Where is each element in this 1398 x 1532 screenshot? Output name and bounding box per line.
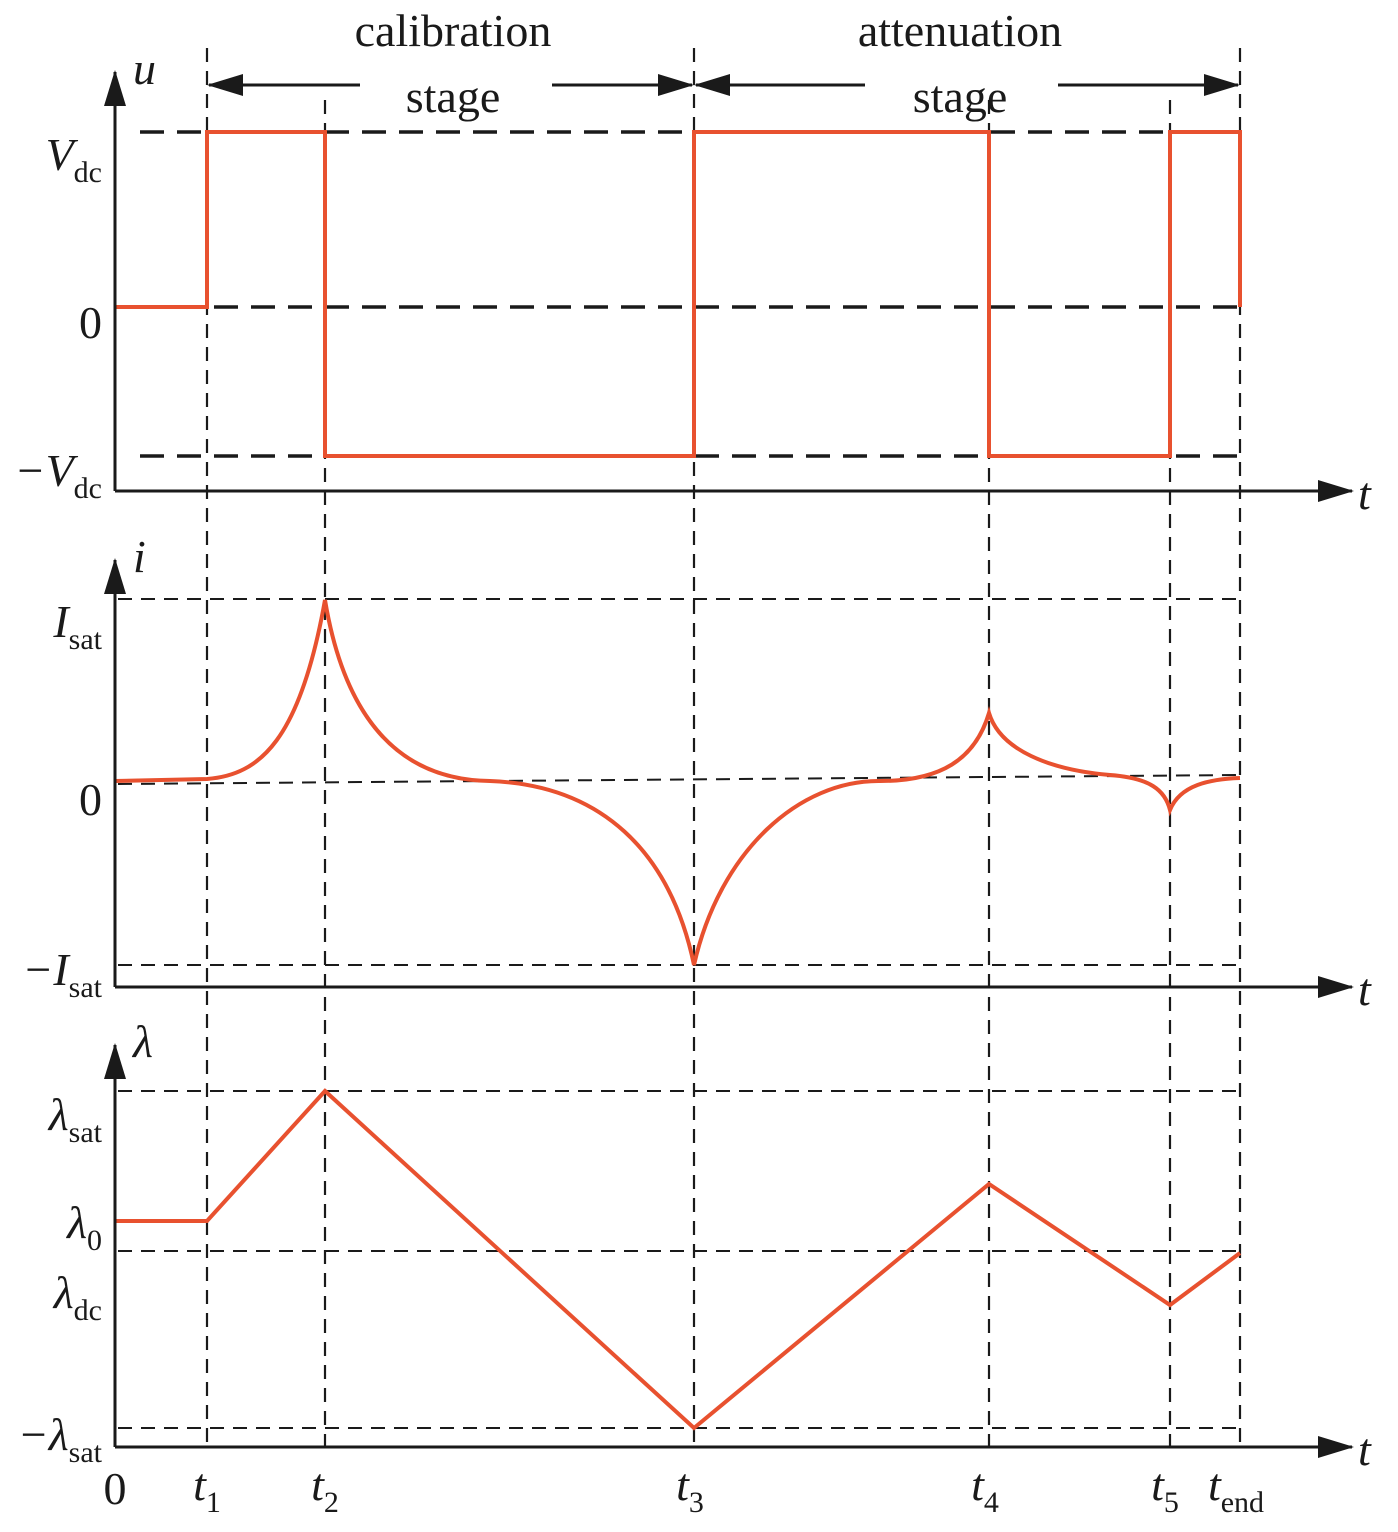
level-label: λ0 bbox=[65, 1197, 102, 1257]
x-axis-label: t bbox=[1358, 964, 1372, 1015]
symbol: −V bbox=[15, 445, 79, 496]
x-axis-label: t bbox=[1358, 468, 1372, 519]
subscript: end bbox=[1221, 1486, 1264, 1519]
subscript: 5 bbox=[1164, 1486, 1179, 1519]
time-label: t2 bbox=[311, 1459, 339, 1519]
subscript: sat bbox=[69, 623, 103, 656]
voltage-panel bbox=[115, 130, 1242, 458]
y-axis-label: λ bbox=[131, 1016, 153, 1067]
subscript: sat bbox=[69, 1436, 103, 1469]
symbol: −λ bbox=[18, 1409, 69, 1460]
level-label: −λsat bbox=[18, 1409, 103, 1469]
subscript: sat bbox=[69, 1116, 103, 1149]
subscript: 1 bbox=[206, 1486, 221, 1519]
symbol: λ bbox=[65, 1197, 87, 1248]
symbol: t bbox=[1151, 1459, 1165, 1510]
level-label: Isat bbox=[52, 596, 102, 656]
symbol: −I bbox=[22, 944, 71, 995]
time-label: tend bbox=[1208, 1459, 1264, 1519]
y-axis-label: i bbox=[133, 531, 146, 582]
symbol: λ bbox=[47, 1089, 69, 1140]
subscript: 0 bbox=[87, 1224, 102, 1257]
subscript: 2 bbox=[324, 1486, 339, 1519]
stage-title: stage bbox=[913, 71, 1008, 122]
level-label: −Vdc bbox=[15, 445, 102, 505]
subscript: 3 bbox=[689, 1486, 704, 1519]
subscript: dc bbox=[74, 156, 102, 189]
level-label: Vdc bbox=[46, 129, 102, 189]
subscript: sat bbox=[69, 971, 103, 1004]
origin-label: 0 bbox=[104, 1463, 127, 1514]
symbol: t bbox=[971, 1459, 985, 1510]
symbol: V bbox=[46, 129, 79, 180]
symbol: λ bbox=[52, 1267, 74, 1318]
flux-panel bbox=[115, 1088, 1242, 1431]
current-panel bbox=[114, 598, 1241, 966]
level-label: −Isat bbox=[22, 944, 102, 1004]
stage-title: stage bbox=[406, 71, 501, 122]
time-guides bbox=[205, 48, 1242, 1447]
level-label: 0 bbox=[79, 297, 102, 348]
level-label: 0 bbox=[79, 774, 102, 825]
time-label: t5 bbox=[1151, 1459, 1179, 1519]
symbol: t bbox=[193, 1459, 207, 1510]
x-axis-label: t bbox=[1358, 1424, 1372, 1475]
y-axis-label: u bbox=[133, 43, 156, 94]
symbol: 0 bbox=[79, 774, 102, 825]
subscript: dc bbox=[74, 1294, 102, 1327]
time-label: t1 bbox=[193, 1459, 221, 1519]
stage-title: attenuation bbox=[858, 5, 1062, 56]
symbol: t bbox=[1208, 1459, 1222, 1510]
level-label: λdc bbox=[52, 1267, 102, 1327]
time-label: t4 bbox=[971, 1459, 999, 1519]
symbol: I bbox=[52, 596, 71, 647]
symbol: 0 bbox=[79, 297, 102, 348]
symbol: t bbox=[311, 1459, 325, 1510]
stage-title: calibration bbox=[355, 5, 552, 56]
subscript: 4 bbox=[984, 1486, 999, 1519]
time-label: t3 bbox=[676, 1459, 704, 1519]
subscript: dc bbox=[74, 472, 102, 505]
symbol: t bbox=[676, 1459, 690, 1510]
level-label: λsat bbox=[47, 1089, 103, 1149]
